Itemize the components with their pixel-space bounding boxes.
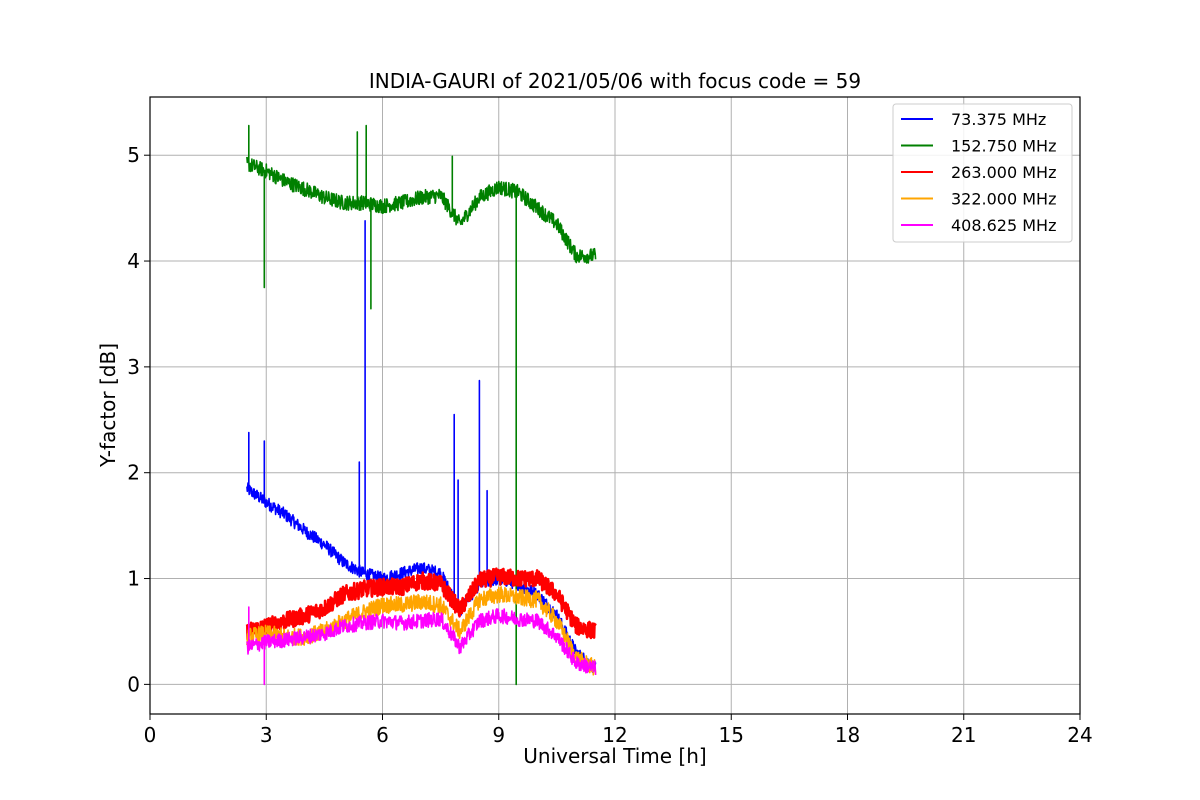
plot-area <box>245 124 597 686</box>
x-tick-label: 9 <box>492 723 505 747</box>
y-tick-label: 1 <box>127 567 140 591</box>
y-axis-title: Y-factor [dB] <box>96 343 120 468</box>
series-lines <box>245 124 597 686</box>
legend-label: 152.750 MHz <box>951 137 1056 156</box>
x-tick-label: 21 <box>951 723 976 747</box>
x-tick-label: 12 <box>602 723 627 747</box>
x-tick-label: 18 <box>835 723 860 747</box>
y-tick-label: 0 <box>127 672 140 696</box>
series-line <box>246 124 597 686</box>
y-tick-label: 5 <box>127 143 140 167</box>
x-tick-label: 24 <box>1067 723 1092 747</box>
x-tick-label: 15 <box>719 723 744 747</box>
series-line <box>245 567 597 641</box>
legend-box <box>892 103 1073 243</box>
x-tick-label: 0 <box>144 723 157 747</box>
y-tick-label: 3 <box>127 355 140 379</box>
chart-title: INDIA-GAURI of 2021/05/06 with focus cod… <box>369 69 861 93</box>
x-axis: 0 3 6 9 12 15 18 21 24 <box>144 714 1093 747</box>
x-tick-label: 3 <box>260 723 273 747</box>
x-axis-title: Universal Time [h] <box>523 744 706 768</box>
legend-label: 73.375 MHz <box>951 110 1046 129</box>
y-axis: 0 1 2 3 4 5 <box>127 143 150 696</box>
legend-label: 408.625 MHz <box>951 216 1056 235</box>
x-tick-label: 6 <box>376 723 389 747</box>
legend-label: 263.000 MHz <box>951 163 1056 182</box>
legend-label: 322.000 MHz <box>951 190 1056 209</box>
legend: 73.375 MHz 152.750 MHz 263.000 MHz 322.000 … <box>892 103 1073 243</box>
y-tick-label: 4 <box>127 249 140 273</box>
y-tick-label: 2 <box>127 461 140 485</box>
series-line <box>246 606 597 686</box>
